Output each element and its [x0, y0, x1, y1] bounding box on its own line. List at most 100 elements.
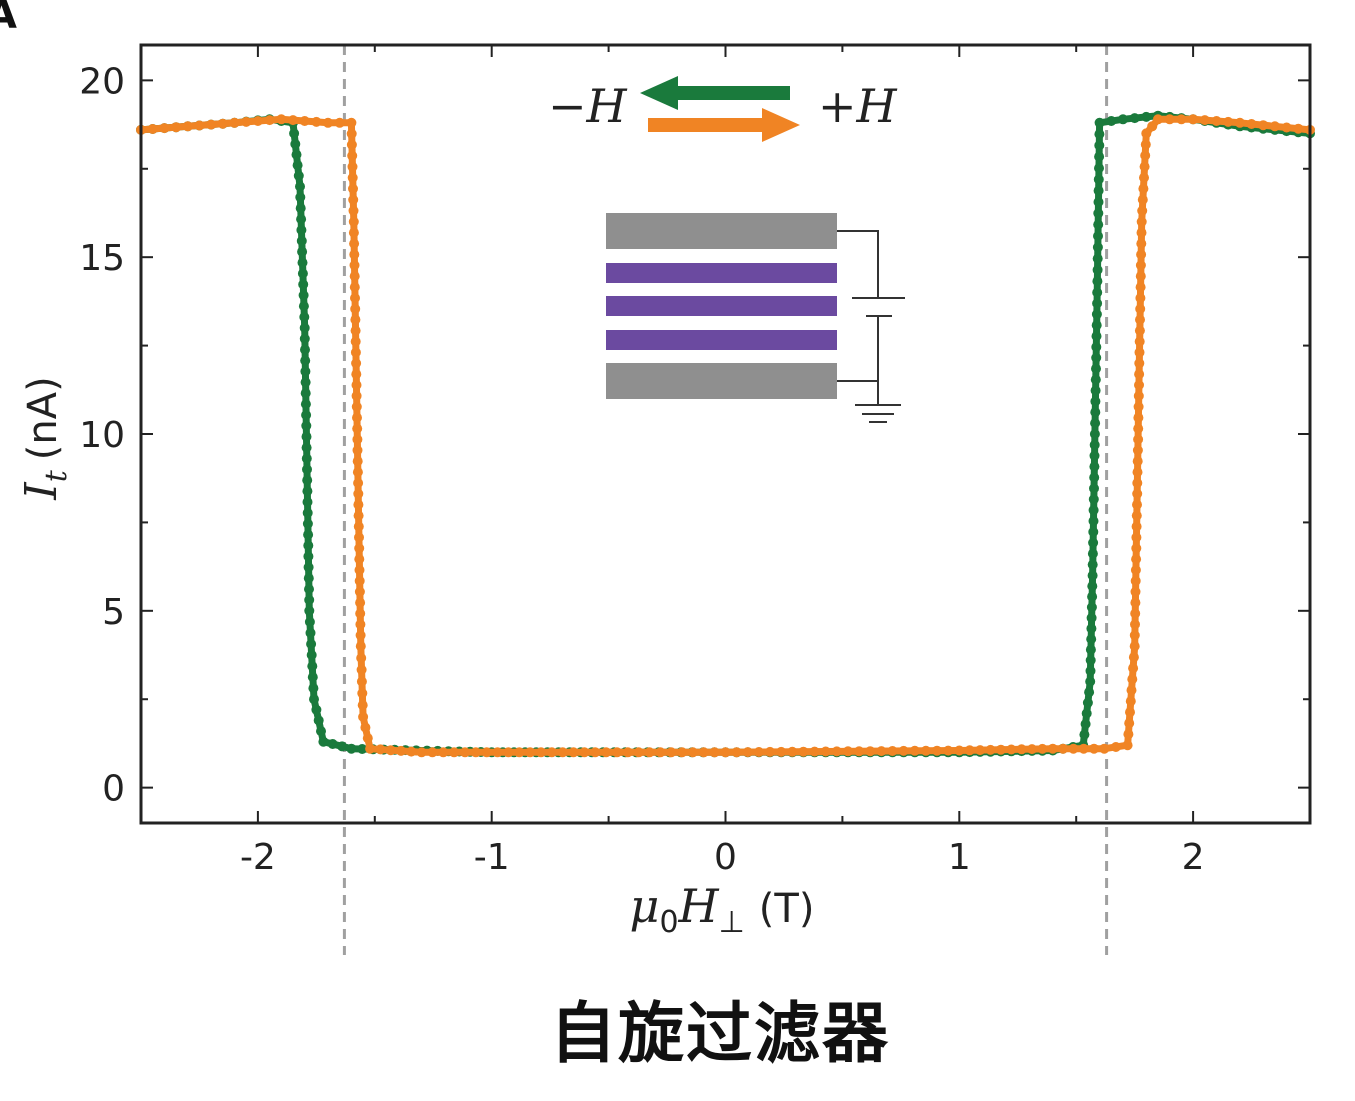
- x-ticks: -2 -1 0 1 2: [140, 45, 1311, 878]
- data-point: [406, 746, 417, 757]
- data-point: [229, 117, 240, 128]
- data-point: [300, 388, 311, 399]
- data-point: [337, 741, 348, 752]
- data-point: [1133, 401, 1144, 412]
- legend: −H +H: [548, 76, 898, 142]
- data-point: [1234, 117, 1245, 128]
- plot-series-layer: [136, 110, 1315, 758]
- data-point: [296, 214, 307, 225]
- data-point: [1094, 129, 1105, 140]
- data-point: [1092, 287, 1103, 298]
- barrier-layer-3: [606, 330, 837, 350]
- data-point: [346, 128, 357, 139]
- data-point: [302, 518, 313, 529]
- data-point: [356, 676, 367, 687]
- data-point: [1135, 271, 1146, 282]
- data-point: [536, 747, 546, 758]
- data-point: [309, 694, 319, 705]
- data-point: [709, 747, 720, 758]
- data-point: [1132, 456, 1143, 467]
- data-point: [182, 121, 193, 132]
- data-point: [303, 551, 314, 562]
- data-point: [352, 456, 363, 467]
- green-left-arrow-icon: [640, 76, 790, 110]
- data-point: [1131, 521, 1142, 532]
- data-point: [1093, 231, 1103, 241]
- data-point: [306, 650, 317, 660]
- data-point: [787, 746, 798, 757]
- y-tick-label: 20: [79, 61, 125, 102]
- data-point: [1130, 597, 1141, 608]
- data-point: [1118, 114, 1128, 125]
- data-point: [346, 743, 357, 754]
- data-point: [1136, 227, 1147, 238]
- data-point: [427, 747, 438, 758]
- data-point: [416, 747, 427, 758]
- data-point: [349, 282, 360, 293]
- data-point: [1085, 676, 1096, 687]
- data-point: [1088, 505, 1099, 516]
- data-point: [1087, 548, 1098, 559]
- data-point: [1089, 439, 1100, 450]
- data-point: [295, 181, 305, 192]
- data-point: [301, 410, 312, 420]
- data-point: [1088, 494, 1099, 505]
- x-tick-label: 1: [948, 837, 971, 878]
- data-point: [1128, 663, 1139, 674]
- data-point: [351, 380, 362, 390]
- bottom-electrode-layer: [606, 363, 837, 399]
- data-point: [348, 227, 359, 238]
- data-point: [351, 401, 362, 412]
- data-point: [334, 117, 345, 128]
- x-tick-label: 2: [1182, 837, 1205, 878]
- data-point: [307, 661, 318, 672]
- data-point: [355, 608, 366, 619]
- data-point: [920, 745, 931, 756]
- data-point: [1138, 183, 1149, 194]
- data-point: [1081, 708, 1092, 719]
- data-point: [1125, 696, 1136, 707]
- data-point: [297, 257, 308, 268]
- data-point: [1087, 581, 1098, 592]
- data-point: [975, 745, 986, 756]
- data-point: [362, 733, 373, 744]
- data-point: [1093, 219, 1104, 230]
- data-point: [264, 115, 275, 126]
- data-point: [300, 366, 311, 377]
- data-point: [303, 573, 314, 584]
- ground-icon: [855, 404, 901, 423]
- data-point: [1047, 743, 1058, 754]
- data-point: [354, 575, 365, 586]
- data-point: [1164, 114, 1175, 125]
- data-point: [687, 747, 698, 758]
- data-point: [323, 117, 333, 128]
- data-point: [503, 747, 514, 758]
- data-point: [1140, 139, 1151, 150]
- data-point: [357, 688, 368, 699]
- data-point: [909, 745, 920, 756]
- data-point: [159, 123, 170, 134]
- data-point: [311, 116, 322, 127]
- data-point: [350, 325, 361, 336]
- data-point: [349, 249, 360, 260]
- data-point: [1133, 434, 1144, 445]
- data-point: [765, 746, 775, 757]
- data-point: [1135, 293, 1146, 303]
- data-point: [300, 377, 311, 388]
- data-point: [1093, 174, 1104, 185]
- top-electrode-layer: [606, 213, 837, 249]
- data-point: [358, 711, 369, 722]
- data-point: [809, 746, 820, 757]
- data-point: [354, 586, 365, 597]
- data-point: [1135, 282, 1146, 293]
- data-point: [1134, 380, 1144, 390]
- data-point: [302, 497, 313, 507]
- data-point: [296, 235, 307, 246]
- data-point: [1091, 331, 1102, 342]
- y-tick-label: 5: [102, 592, 125, 633]
- data-point: [296, 225, 307, 235]
- data-point: [299, 312, 310, 322]
- data-point: [354, 554, 365, 565]
- caption: 自旋过滤器: [550, 995, 890, 1072]
- data-point: [1090, 418, 1101, 429]
